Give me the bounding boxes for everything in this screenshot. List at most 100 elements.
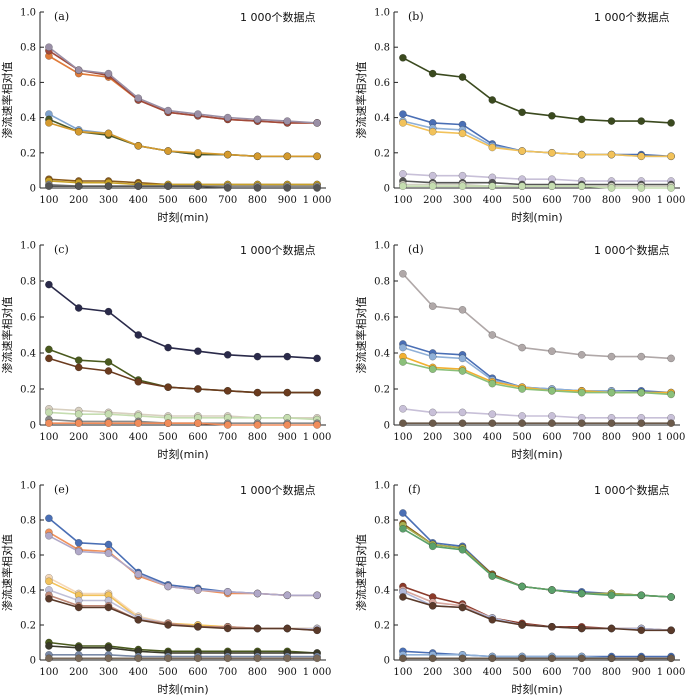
x-tick-label: 600: [542, 195, 561, 206]
series-line: [402, 273, 672, 360]
data-point: [637, 388, 646, 397]
y-tick-label: 0.4: [374, 113, 390, 124]
y-tick-label: 1.0: [374, 8, 390, 19]
series-line: [402, 585, 672, 632]
data-point: [458, 654, 467, 663]
data-point: [74, 363, 83, 372]
chart-panels: 0 0.2 0.4 0.6 0.8 1.0 100 200 300 400 500 600 700 800…: [0, 8, 685, 697]
y-tick-label: 0.8: [374, 277, 390, 288]
data-point: [577, 388, 586, 397]
data-point: [104, 419, 113, 428]
data-point: [194, 654, 202, 663]
data-point: [428, 408, 437, 417]
x-tick-label: 400: [483, 432, 502, 443]
series-2: [45, 354, 321, 397]
y-tick-label: 0: [384, 421, 390, 432]
y-tick-label: 0.6: [374, 551, 390, 562]
x-tick-label: 300: [99, 432, 118, 443]
x-tick-label: 400: [483, 667, 502, 678]
data-point: [667, 354, 675, 363]
x-tick-label: 1 000: [657, 667, 686, 678]
data-point: [548, 419, 556, 428]
data-point: [313, 119, 321, 127]
x-tick-label: 1 000: [657, 195, 686, 206]
data-point: [45, 43, 53, 52]
data-point: [548, 412, 556, 420]
data-point: [194, 347, 202, 356]
y-tick-label: 0.4: [20, 586, 36, 597]
x-tick-label: 800: [602, 432, 621, 443]
data-point: [194, 586, 202, 594]
y-tick-label: 1.0: [20, 481, 36, 492]
chart-panel-b: 0 0.2 0.4 0.6 0.8 1.0 100 200 300 400 500 600 700 800…: [354, 8, 685, 225]
data-point: [45, 531, 53, 540]
x-tick-label: 600: [188, 195, 207, 206]
panel-label: (a): [54, 10, 69, 23]
x-tick-label: 200: [69, 667, 88, 678]
series-line: [48, 641, 318, 654]
data-point: [488, 331, 497, 339]
data-point: [399, 170, 407, 178]
data-point: [399, 404, 407, 413]
series-line: [48, 46, 318, 124]
data-point: [45, 345, 53, 354]
y-tick-label: 0: [384, 184, 390, 195]
y-tick-label: 0.8: [20, 277, 36, 288]
data-point: [223, 421, 232, 429]
x-tick-label: 500: [513, 195, 532, 206]
data-point: [194, 622, 202, 631]
series-4: [399, 358, 675, 399]
data-point: [104, 358, 113, 366]
data-point: [45, 419, 53, 428]
series-0: [399, 53, 675, 127]
data-point: [607, 654, 616, 663]
y-tick-label: 0.2: [374, 148, 390, 159]
x-tick-label: 900: [278, 195, 297, 206]
data-point: [607, 184, 616, 192]
x-tick-label: 700: [218, 432, 237, 443]
series-line: [402, 524, 672, 598]
data-point: [399, 343, 407, 352]
data-point: [104, 549, 113, 558]
y-axis-title: 渗流速率相对值: [354, 534, 368, 611]
data-point: [283, 117, 292, 125]
x-tick-label: 100: [393, 432, 412, 443]
series-line: [402, 596, 672, 632]
data-point: [194, 385, 202, 393]
x-tick-label: 300: [453, 432, 472, 443]
data-point: [607, 419, 616, 428]
series-9: [45, 182, 321, 192]
data-point: [577, 419, 586, 428]
data-point: [134, 377, 143, 386]
data-point: [283, 591, 292, 600]
data-point: [45, 354, 53, 363]
data-point: [74, 127, 83, 136]
data-point: [637, 419, 646, 428]
data-point: [637, 591, 646, 600]
data-point: [428, 171, 437, 180]
series-line: [402, 361, 672, 396]
data-point: [518, 419, 526, 428]
y-tick-label: 1.0: [20, 8, 36, 19]
x-tick-label: 300: [453, 667, 472, 678]
series-6: [45, 419, 321, 429]
x-tick-label: 900: [632, 667, 651, 678]
series-line: [402, 180, 672, 186]
data-point: [194, 148, 202, 157]
annotation-text: 1 000个数据点: [240, 10, 316, 24]
series-4: [45, 408, 321, 424]
y-tick-label: 1.0: [374, 241, 390, 252]
data-point: [104, 540, 113, 549]
series-6: [45, 591, 321, 635]
series-1: [45, 46, 321, 127]
panel-label: (e): [54, 483, 69, 496]
y-tick-label: 0.2: [374, 385, 390, 396]
x-tick-label: 300: [99, 667, 118, 678]
data-point: [548, 148, 556, 157]
series-line: [48, 118, 318, 158]
data-point: [428, 542, 437, 551]
data-point: [104, 643, 113, 652]
data-point: [458, 182, 467, 191]
data-point: [607, 150, 616, 159]
data-point: [428, 302, 437, 311]
